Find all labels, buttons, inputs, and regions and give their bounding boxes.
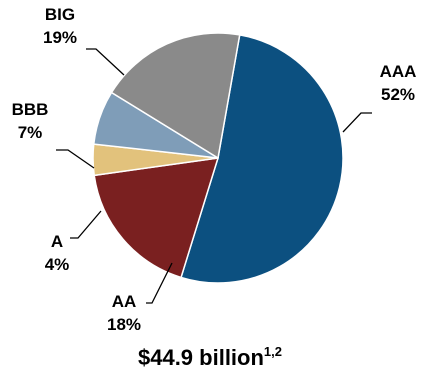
pie-slice-big — [110, 32, 241, 160]
slice-value-a: 4% — [45, 255, 70, 274]
leader-line-big — [86, 48, 125, 76]
pie-slice-aa — [93, 157, 220, 279]
chart-total-footnote: 1,2 — [264, 344, 282, 359]
pie-slice-aaa — [180, 34, 344, 284]
slice-label-a: A — [51, 232, 63, 251]
chart-total: $44.9 billion1,2 — [138, 344, 282, 370]
leader-line-aaa — [342, 112, 372, 133]
slice-labels: AAA 52% AA 18% A 4% BBB 7% BIG 19% — [12, 5, 417, 334]
slice-label-bbb: BBB — [12, 100, 49, 119]
slice-label-big: BIG — [45, 5, 75, 24]
pie-slices — [92, 32, 344, 284]
slice-label-aa: AA — [112, 292, 137, 311]
leader-line-aa — [146, 262, 173, 304]
leader-line-a — [70, 210, 102, 239]
slice-value-aa: 18% — [107, 315, 141, 334]
chart-total-amount: $44.9 billion — [138, 345, 264, 370]
slice-value-big: 19% — [43, 28, 77, 47]
leader-lines — [56, 48, 372, 304]
slice-value-bbb: 7% — [18, 123, 43, 142]
leader-line-bbb — [56, 149, 95, 169]
slice-label-aaa: AAA — [380, 62, 417, 81]
slice-value-aaa: 52% — [381, 85, 415, 104]
